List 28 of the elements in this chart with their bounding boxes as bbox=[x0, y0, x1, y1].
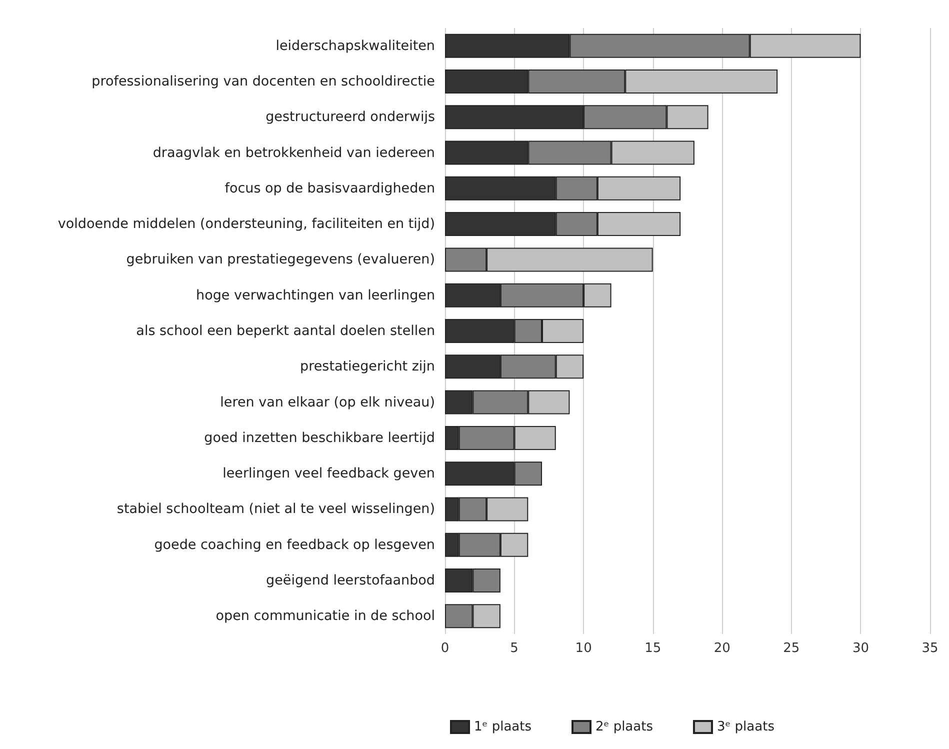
x-tick-label: 20 bbox=[714, 641, 730, 656]
y-tick-label: leiderschapskwaliteiten bbox=[276, 38, 435, 54]
y-tick-label: geëigend leerstofaanbod bbox=[266, 572, 435, 589]
y-tick-label: gebruiken van prestatiegegevens (evalueren) bbox=[126, 252, 435, 268]
y-tick-label: goed inzetten beschikbare leertijd bbox=[204, 430, 435, 446]
y-tick-label: voldoende middelen (ondersteuning, faciliteiten en tijd) bbox=[58, 216, 435, 232]
y-tick-label: stabiel schoolteam (niet al te veel wisselingen) bbox=[116, 501, 435, 518]
y-tick-label: hoge verwachtingen van leerlingen bbox=[196, 287, 435, 304]
x-tick-label: 0 bbox=[440, 641, 450, 656]
x-tick-label: 30 bbox=[852, 641, 869, 656]
legend-label: 1ᵉ plaats bbox=[474, 720, 532, 734]
x-tick-label: 25 bbox=[783, 641, 800, 656]
y-tick-label: professionalisering van docenten en schooldirectie bbox=[92, 73, 435, 90]
y-tick-label: leren van elkaar (op elk niveau) bbox=[220, 394, 435, 410]
y-tick-label: leerlingen veel feedback geven bbox=[222, 466, 435, 482]
legend-label: 2ᵉ plaats bbox=[595, 720, 654, 734]
x-tick-label: 5 bbox=[510, 641, 518, 656]
y-tick-label: gestructureerd onderwijs bbox=[266, 109, 435, 126]
y-tick-label: open communicatie in de school bbox=[216, 608, 435, 624]
y-tick-label: focus op de basisvaardigheden bbox=[224, 180, 435, 196]
y-tick-label: prestatiegericht zijn bbox=[300, 358, 435, 375]
legend-label: 3ᵉ plaats bbox=[716, 720, 775, 734]
y-tick-label: draagvlak en betrokkenheid van iedereen bbox=[152, 144, 435, 161]
x-tick-label: 35 bbox=[922, 641, 938, 656]
x-tick-label: 15 bbox=[644, 641, 662, 656]
x-tick-label: 10 bbox=[575, 641, 592, 656]
y-tick-label: goede coaching en feedback op lesgeven bbox=[154, 536, 435, 553]
y-tick-label: als school een beperkt aantal doelen stellen bbox=[136, 323, 435, 339]
